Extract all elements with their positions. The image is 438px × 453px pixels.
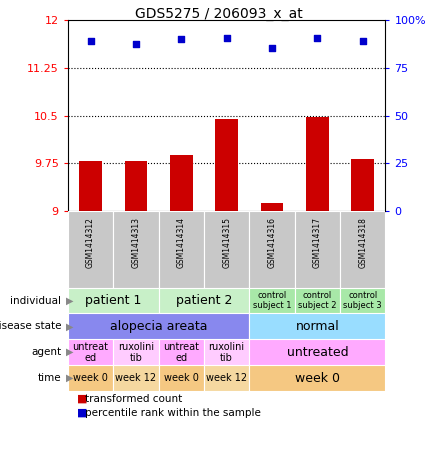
Text: alopecia areata: alopecia areata (110, 320, 207, 333)
Bar (159, 339, 204, 365)
Bar (68, 339, 113, 365)
Bar (159, 288, 249, 313)
Text: normal: normal (296, 320, 339, 333)
Point (178, 36, 185, 43)
Text: week 0: week 0 (73, 373, 108, 383)
Bar (68, 211, 113, 288)
Bar (340, 211, 385, 288)
Text: individual: individual (11, 295, 61, 306)
Text: patient 2: patient 2 (176, 294, 232, 307)
Point (87, 37, 94, 44)
Bar (159, 211, 204, 288)
Bar (215, 119, 238, 211)
Bar (249, 288, 295, 313)
Text: week 12: week 12 (115, 373, 156, 383)
Point (132, 41, 139, 48)
Bar (351, 159, 374, 211)
Bar (79, 161, 102, 211)
Bar (159, 365, 204, 391)
Bar (295, 288, 340, 313)
Text: time: time (38, 373, 61, 383)
Bar (113, 211, 159, 288)
Text: ▶: ▶ (66, 321, 73, 332)
Text: control
subject 3: control subject 3 (343, 291, 382, 310)
Text: ▶: ▶ (66, 347, 73, 357)
Point (314, 34, 321, 41)
Point (223, 34, 230, 41)
Text: GDS5275 / 206093_x_at: GDS5275 / 206093_x_at (135, 7, 303, 21)
Text: agent: agent (31, 347, 61, 357)
Bar (249, 211, 295, 288)
Text: GSM1414317: GSM1414317 (313, 217, 322, 268)
Point (359, 37, 366, 44)
Text: ruxolini
tib: ruxolini tib (118, 342, 154, 362)
Text: control
subject 1: control subject 1 (253, 291, 291, 310)
Bar (340, 288, 385, 313)
Bar (124, 161, 147, 211)
Text: week 12: week 12 (206, 373, 247, 383)
Text: untreated: untreated (286, 346, 348, 359)
Text: GSM1414316: GSM1414316 (268, 217, 276, 268)
Text: GSM1414314: GSM1414314 (177, 217, 186, 268)
Text: GSM1414313: GSM1414313 (131, 217, 141, 268)
Bar (204, 365, 249, 391)
Bar (261, 203, 283, 211)
Point (268, 44, 276, 51)
Bar (170, 155, 193, 211)
Text: ■: ■ (77, 408, 87, 418)
Bar (249, 339, 385, 365)
Bar (113, 339, 159, 365)
Text: transformed count: transformed count (85, 394, 183, 404)
Text: untreat
ed: untreat ed (73, 342, 109, 362)
Text: ruxolini
tib: ruxolini tib (208, 342, 245, 362)
Bar (113, 365, 159, 391)
Text: GSM1414312: GSM1414312 (86, 217, 95, 268)
Text: ▶: ▶ (66, 373, 73, 383)
Bar (306, 117, 329, 211)
Text: control
subject 2: control subject 2 (298, 291, 337, 310)
Text: week 0: week 0 (164, 373, 199, 383)
Text: ■: ■ (77, 394, 87, 404)
Bar (249, 365, 385, 391)
Text: GSM1414318: GSM1414318 (358, 217, 367, 268)
Bar (68, 365, 113, 391)
Bar (204, 211, 249, 288)
Bar (68, 313, 249, 339)
Bar (295, 211, 340, 288)
Text: patient 1: patient 1 (85, 294, 141, 307)
Bar (249, 313, 385, 339)
Text: percentile rank within the sample: percentile rank within the sample (85, 408, 261, 418)
Text: ▶: ▶ (66, 295, 73, 306)
Text: GSM1414315: GSM1414315 (222, 217, 231, 268)
Text: untreat
ed: untreat ed (163, 342, 199, 362)
Text: disease state: disease state (0, 321, 61, 332)
Text: week 0: week 0 (295, 371, 340, 385)
Bar (204, 339, 249, 365)
Bar (68, 288, 159, 313)
